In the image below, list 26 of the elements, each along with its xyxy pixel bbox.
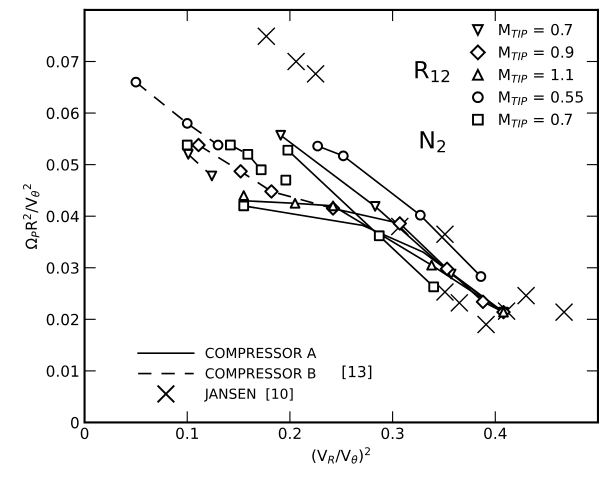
legend-label: M$_{TIP}$ = 0.7 xyxy=(499,24,572,38)
x-tick-label: 0.4 xyxy=(484,428,507,440)
y-tick-label: 0.05 xyxy=(46,159,78,171)
x-tick-label: 0.1 xyxy=(176,428,198,440)
legend-label: JANSEN [10] xyxy=(204,388,293,402)
annotation: R$_{12}$ xyxy=(415,61,450,82)
annotation: N$_{2}$ xyxy=(420,131,446,152)
legend-label: M$_{TIP}$ = 0.9 xyxy=(499,46,574,60)
y-tick-label: 0 xyxy=(70,416,79,428)
y-axis-title: Ω$_{P}$R$^{2}$/V$_{θ}$$^{2}$ xyxy=(23,184,40,249)
y-tick-label: 0.03 xyxy=(46,262,78,274)
y-tick-label: 0.06 xyxy=(46,108,79,120)
x-tick-label: 0.2 xyxy=(278,428,301,440)
y-tick-label: 0.01 xyxy=(46,365,78,377)
y-tick-label: 0.04 xyxy=(46,210,79,222)
legend-label: M$_{TIP}$ = 0.55 xyxy=(499,91,583,105)
legend-label: COMPRESSOR B xyxy=(206,368,316,379)
legend-label: COMPRESSOR A xyxy=(206,348,316,358)
x-tick-label: 0 xyxy=(80,428,88,440)
legend-label: M$_{TIP}$ = 1.1 xyxy=(499,68,574,83)
x-tick-label: 0.3 xyxy=(381,428,404,440)
y-tick-label: 0.02 xyxy=(46,314,78,326)
legend-label: M$_{TIP}$ = 0.7 xyxy=(499,114,572,128)
y-tick-label: 0.07 xyxy=(46,56,78,68)
x-axis-title: (V$_{R}$/V$_{θ}$)$^{2}$ xyxy=(312,447,370,464)
annotation: [13] xyxy=(342,366,372,380)
